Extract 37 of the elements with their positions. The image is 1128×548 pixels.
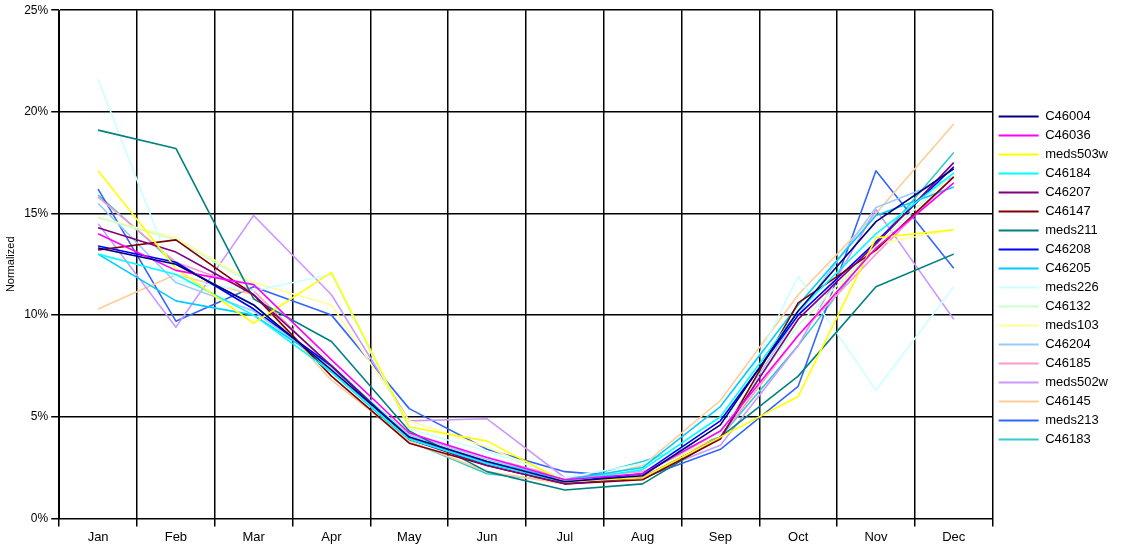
legend-label: meds103 <box>1045 317 1099 333</box>
y-tick-label: 10% <box>24 307 49 322</box>
y-axis-title: Normalized <box>3 236 16 293</box>
x-tick-label: May <box>396 528 423 544</box>
x-tick-label: Dec <box>942 528 966 544</box>
y-tick-label: 25% <box>24 2 49 17</box>
legend-label: C46036 <box>1045 127 1091 143</box>
legend-label: C46132 <box>1045 298 1091 314</box>
legend-label: C46208 <box>1045 241 1091 257</box>
x-tick-label: Sep <box>708 528 732 544</box>
x-tick-label: Apr <box>321 528 343 544</box>
y-tick-label: 20% <box>24 104 49 119</box>
x-tick-label: Feb <box>164 528 188 544</box>
x-tick-label: Nov <box>864 528 889 544</box>
x-tick-label: Jan <box>87 528 109 544</box>
legend-label: meds502w <box>1045 374 1109 390</box>
y-tick-label: 5% <box>30 409 49 424</box>
x-tick-label: Oct <box>788 528 809 544</box>
legend-label: meds226 <box>1045 279 1099 295</box>
y-tick-label: 15% <box>24 205 49 220</box>
legend-label: C46204 <box>1045 336 1091 352</box>
legend-label: C46145 <box>1045 393 1091 409</box>
legend-label: C46183 <box>1045 431 1091 447</box>
legend-label: C46004 <box>1045 108 1091 124</box>
legend-label: meds503w <box>1045 146 1109 162</box>
x-tick-label: Jul <box>556 528 574 544</box>
legend-label: C46185 <box>1045 355 1091 371</box>
legend-label: C46207 <box>1045 184 1091 200</box>
legend-label: C46184 <box>1045 165 1091 181</box>
legend-label: C46205 <box>1045 260 1091 276</box>
legend-label: meds213 <box>1045 412 1099 428</box>
x-tick-label: Aug <box>631 528 655 544</box>
x-tick-label: Jun <box>476 528 498 544</box>
x-tick-label: Mar <box>242 528 266 544</box>
legend-label: meds211 <box>1045 222 1098 238</box>
y-tick-label: 0% <box>30 510 49 525</box>
legend-label: C46147 <box>1045 203 1091 219</box>
